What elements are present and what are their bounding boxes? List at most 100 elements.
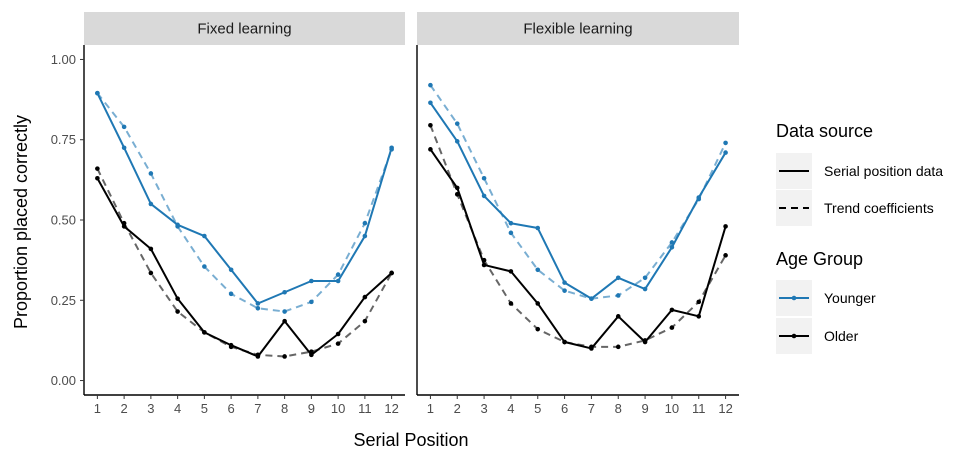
data-point-younger-trend — [202, 264, 207, 269]
data-point-younger-data — [121, 145, 127, 151]
legend-age-group: Age Group Younger Older — [776, 249, 876, 354]
x-tick-label: 8 — [281, 401, 288, 416]
data-point-younger-data — [481, 193, 487, 199]
data-point-older-trend — [696, 299, 702, 305]
panel-title-flexible: Flexible learning — [523, 21, 632, 38]
data-point-younger-trend — [228, 291, 234, 297]
data-point-younger-data — [202, 233, 207, 239]
legend-label-older: Older — [824, 328, 859, 344]
data-point-younger-data — [389, 145, 394, 151]
x-axis-title: Serial Position — [353, 430, 468, 450]
data-point-younger-trend — [309, 299, 314, 305]
x-tick-label: 12 — [718, 401, 732, 416]
data-point-younger-data — [175, 222, 180, 228]
data-point-older-data — [309, 352, 314, 358]
series-line-older-data — [96, 177, 393, 358]
data-point-older-trend — [723, 253, 728, 258]
data-point-younger-data — [95, 90, 100, 96]
data-point-younger-trend — [454, 121, 460, 126]
x-tick-label: 10 — [331, 401, 345, 416]
data-point-older-trend — [535, 326, 541, 332]
data-point-older-trend — [282, 354, 287, 359]
x-tick-label: 3 — [147, 401, 154, 416]
y-tick-label: 1.00 — [51, 52, 76, 67]
data-point-younger-trend — [481, 175, 487, 181]
data-point-older-data — [508, 269, 514, 274]
data-point-older-trend — [335, 341, 341, 346]
x-tick-label: 3 — [480, 401, 487, 416]
data-point-older-data — [615, 314, 621, 319]
data-point-older-data — [428, 147, 433, 152]
data-point-older-trend — [362, 318, 368, 324]
x-tick-label: 7 — [254, 401, 261, 416]
data-point-younger-data — [428, 100, 433, 106]
x-tick-label: 11 — [358, 401, 372, 416]
data-point-older-data — [228, 342, 234, 348]
data-point-younger-data — [362, 233, 368, 239]
data-point-younger-trend — [148, 171, 154, 176]
data-point-older-data — [362, 294, 368, 300]
x-tick-label: 12 — [384, 401, 398, 416]
data-point-younger-data — [696, 195, 702, 200]
data-point-older-trend — [428, 122, 433, 128]
data-point-younger-data — [508, 220, 514, 226]
series-line-younger-trend — [429, 84, 727, 300]
panel-fixed-learning: 1 2 3 4 5 6 7 8 9 10 11 12 — [94, 90, 399, 416]
data-point-younger-trend — [428, 82, 433, 88]
x-tick-label: 11 — [692, 401, 706, 416]
data-point-younger-data — [282, 289, 287, 295]
data-point-older-data — [535, 301, 541, 306]
data-point-older-data — [589, 346, 594, 351]
legend-label-younger: Younger — [824, 290, 876, 306]
legend-title-data-source: Data source — [776, 121, 873, 141]
y-axis-ticks: 0.00 0.25 0.50 0.75 1.00 — [51, 52, 84, 388]
x-tick-label: 5 — [201, 401, 208, 416]
data-point-younger-data — [562, 280, 567, 285]
data-point-older-data — [562, 339, 567, 345]
x-tick-label: 2 — [121, 401, 128, 416]
data-point-older-trend — [148, 270, 154, 276]
y-tick-label: 0.75 — [51, 132, 76, 147]
data-point-older-data — [389, 270, 394, 276]
data-point-older-data — [202, 330, 207, 335]
data-point-older-trend — [669, 325, 675, 330]
data-point-younger-data — [335, 278, 341, 284]
data-point-older-data — [121, 224, 127, 229]
data-point-younger-trend — [255, 306, 261, 311]
x-tick-label: 10 — [665, 401, 679, 416]
x-tick-label: 8 — [615, 401, 622, 416]
data-point-younger-data — [642, 286, 648, 292]
y-tick-label: 0.50 — [51, 213, 76, 228]
data-point-older-data — [696, 314, 702, 319]
data-point-younger-trend — [362, 220, 368, 226]
data-point-older-data — [481, 262, 487, 268]
x-tick-label: 7 — [588, 401, 595, 416]
data-point-younger-data — [669, 244, 675, 250]
data-point-older-data — [175, 296, 180, 301]
y-tick-label: 0.00 — [51, 373, 76, 388]
legend-key-younger-point — [791, 295, 797, 301]
data-point-older-data — [282, 318, 287, 324]
data-point-younger-data — [148, 201, 154, 207]
data-point-younger-data — [589, 296, 594, 301]
data-point-younger-trend — [508, 230, 514, 236]
x-tick-label: 1 — [94, 401, 101, 416]
data-point-older-data — [723, 224, 728, 229]
y-axis-title: Proportion placed correctly — [11, 115, 31, 329]
data-point-older-data — [642, 339, 648, 345]
panel-flexible-learning: 1 2 3 4 5 6 7 8 9 10 11 12 — [427, 82, 733, 416]
series-line-older-trend — [96, 168, 393, 358]
data-point-older-data — [95, 175, 100, 181]
panel-strip-fixed — [84, 12, 405, 45]
legend-data-source: Data source Serial position data Trend c… — [776, 121, 943, 226]
legend-key-older-point — [791, 333, 797, 339]
x-tick-label: 4 — [507, 401, 514, 416]
x-tick-label: 9 — [641, 401, 648, 416]
data-point-older-data — [669, 307, 675, 313]
data-point-younger-trend — [615, 293, 621, 298]
data-point-younger-data — [228, 267, 234, 273]
series-line-younger-data — [96, 92, 393, 305]
x-tick-label: 1 — [427, 401, 434, 416]
data-point-older-data — [335, 331, 341, 337]
x-tick-label: 6 — [228, 401, 235, 416]
